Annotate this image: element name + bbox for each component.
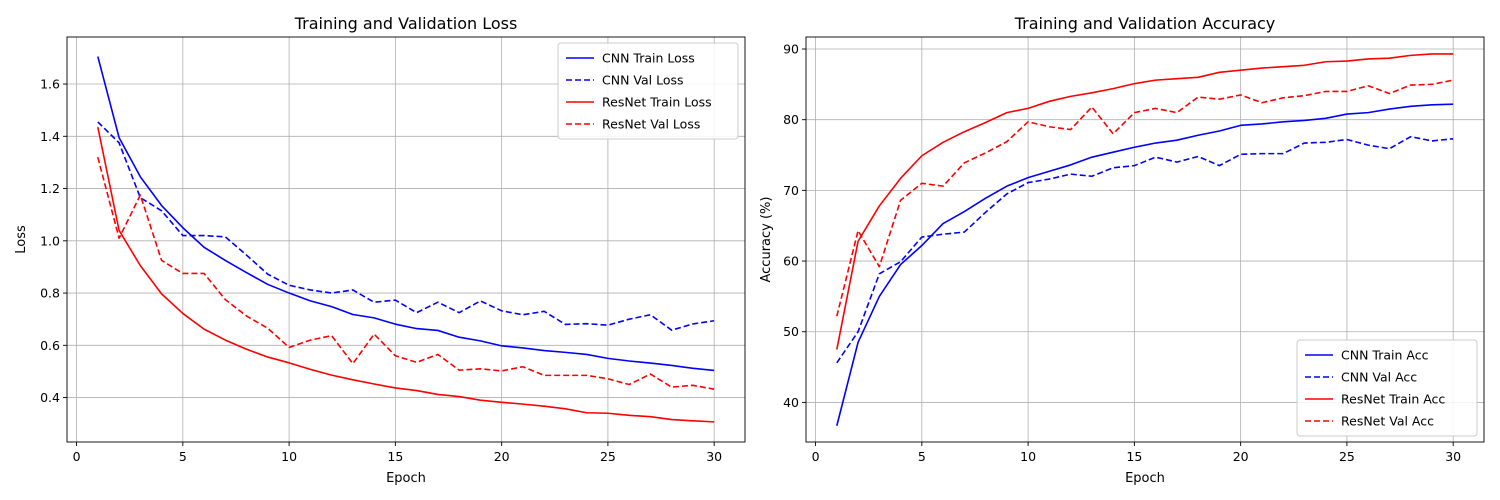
chart-1-ytick-label-5: 90 (783, 42, 799, 57)
chart-0-xtick-label-0: 0 (73, 449, 81, 464)
chart-1-xtick-label-3: 15 (1126, 449, 1142, 464)
chart-0-xlabel: Epoch (386, 471, 426, 486)
chart-0-xtick-label-6: 30 (706, 449, 722, 464)
chart-1-title: Training and Validation Accuracy (1014, 14, 1276, 33)
chart-0-series-2-line (97, 126, 715, 423)
chart-0-xtick-label-4: 20 (494, 449, 510, 464)
chart-0-xtick-label-2: 10 (281, 449, 297, 464)
chart-1-legend-label-0: CNN Train Acc (1341, 348, 1429, 363)
chart-0-legend: CNN Train Loss CNN Val Loss ResNet Train L… (557, 42, 739, 140)
chart-0-ytick-label-1: 0.6 (40, 338, 60, 353)
chart-0-legend-box (557, 42, 739, 140)
chart-1-legend-label-1: CNN Val Acc (1341, 370, 1417, 385)
chart-1-legend-label-3: ResNet Val Acc (1341, 414, 1434, 429)
chart-0-legend-label-2: ResNet Train Loss (602, 95, 712, 110)
chart-1-ylabel: Accuracy (%) (759, 197, 774, 283)
loss-chart: 0 5 10 15 20 25 30 0.4 0.6 0.8 1.0 1.2 1.4 1.6 Trainin… (14, 14, 746, 486)
chart-1-xtick-label-4: 20 (1233, 449, 1249, 464)
accuracy-chart: 0 5 10 15 20 25 30 40 50 60 70 80 90 Training and Val… (759, 14, 1485, 486)
chart-0-legend-label-0: CNN Train Loss (602, 51, 695, 66)
chart-1-legend-label-2: ResNet Train Acc (1341, 392, 1445, 407)
chart-0-xtick-label-3: 15 (387, 449, 403, 464)
chart-0-ytick-label-3: 1.0 (40, 233, 60, 248)
chart-1-series-0-line (836, 103, 1454, 426)
chart-0-plot-frame (66, 36, 746, 443)
chart-1-xlabel: Epoch (1125, 471, 1165, 486)
chart-0-legend-label-3: ResNet Val Loss (602, 117, 700, 132)
chart-1-ytick-label-1: 50 (783, 324, 799, 339)
chart-1-ytick-label-3: 70 (783, 183, 799, 198)
chart-0-ytick-label-5: 1.4 (40, 129, 60, 144)
chart-0-legend-label-1: CNN Val Loss (602, 73, 684, 88)
chart-1-series-3-line (836, 79, 1454, 317)
chart-0-xtick-label-1: 5 (179, 449, 187, 464)
chart-1-xtick-label-1: 5 (918, 449, 926, 464)
chart-0-ytick-label-4: 1.2 (40, 181, 60, 196)
chart-0-ytick-label-0: 0.4 (40, 390, 60, 405)
chart-1-xtick-label-0: 0 (812, 449, 820, 464)
chart-0-series-1-line (97, 121, 715, 331)
chart-1-ytick-label-2: 60 (783, 254, 799, 269)
chart-1-plot-frame (805, 36, 1485, 443)
chart-0-xtick-label-5: 25 (600, 449, 616, 464)
chart-0-ylabel: Loss (14, 225, 29, 254)
chart-0-series-3-line (97, 156, 715, 391)
chart-1-ytick-label-4: 80 (783, 112, 799, 127)
chart-0-ytick-label-6: 1.6 (40, 77, 60, 92)
chart-1-series-1-line (836, 135, 1454, 364)
chart-0-series-0-line (97, 56, 715, 372)
chart-1-xtick-label-2: 10 (1020, 449, 1036, 464)
chart-1-legend: CNN Train Acc CNN Val Acc ResNet Train Acc… (1296, 339, 1478, 437)
chart-1-xtick-label-6: 30 (1445, 449, 1461, 464)
chart-0-ytick-label-2: 0.8 (40, 286, 60, 301)
chart-0-title: Training and Validation Loss (294, 14, 518, 33)
chart-1-ytick-label-0: 40 (783, 395, 799, 410)
chart-1-legend-box (1296, 339, 1478, 437)
chart-1-xtick-label-5: 25 (1339, 449, 1355, 464)
chart-1-series-2-line (836, 53, 1454, 350)
